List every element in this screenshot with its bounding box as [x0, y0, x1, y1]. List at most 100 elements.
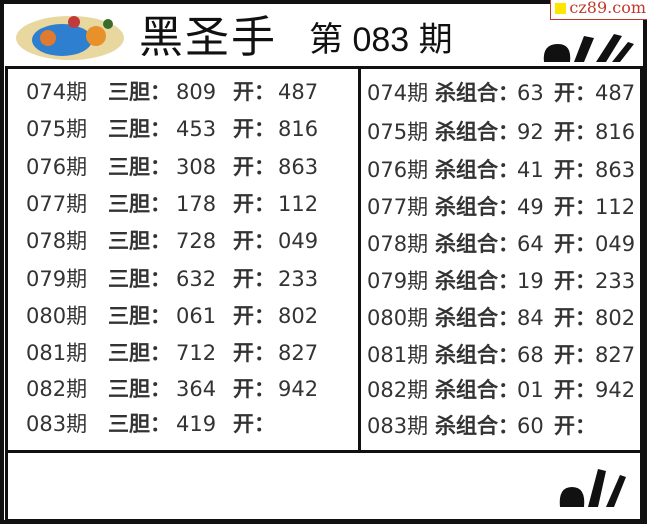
open-value: 487	[278, 80, 319, 104]
open-label: 开：	[233, 155, 275, 179]
pick-label: 杀组合：	[435, 158, 519, 182]
pick-label: 三胆：	[108, 80, 171, 104]
san-dan-panel: 074期 三胆： 809 开： 487 075期 三胆： 453 开： 816 076期 三胆： 308…	[5, 66, 361, 453]
open-value: 802	[595, 306, 636, 330]
pick-label: 杀组合：	[435, 343, 519, 367]
pick-value: 63	[517, 81, 544, 105]
pick-value: 49	[517, 195, 544, 219]
footer-box	[5, 450, 643, 522]
pick-label: 杀组合：	[435, 414, 519, 438]
open-label: 开：	[554, 378, 596, 402]
open-label: 开：	[233, 267, 275, 291]
open-label: 开：	[233, 304, 275, 328]
pick-value: 19	[517, 269, 544, 293]
pick-label: 杀组合：	[435, 378, 519, 402]
issue-number: 第 083 期	[309, 21, 453, 59]
open-value: 816	[278, 117, 319, 141]
pick-value: 809	[176, 80, 217, 104]
page-title: 黑圣手	[139, 12, 277, 63]
open-label: 开：	[233, 229, 275, 253]
period-label: 081期	[26, 341, 88, 365]
sha-zuhe-panel: 074期 杀组合： 63 开： 487 075期 杀组合： 92 开： 816 076期 杀组合： 41…	[358, 66, 643, 453]
pick-value: 84	[517, 306, 544, 330]
period-label: 078期	[26, 229, 88, 253]
pick-value: 632	[176, 267, 217, 291]
period-label: 074期	[367, 81, 429, 105]
open-label: 开：	[554, 195, 596, 219]
period-label: 075期	[367, 120, 429, 144]
open-label: 开：	[554, 306, 596, 330]
ok-hand-icon	[543, 34, 634, 62]
pick-value: 92	[517, 120, 544, 144]
period-label: 081期	[367, 343, 429, 367]
pick-label: 三胆：	[108, 229, 171, 253]
header: 黑圣手 第 083 期	[4, 4, 643, 66]
pick-value: 728	[176, 229, 217, 253]
period-label: 077期	[26, 192, 88, 216]
open-value: 049	[595, 232, 636, 256]
period-label: 082期	[367, 378, 429, 402]
period-label: 079期	[26, 267, 88, 291]
open-value: 233	[595, 269, 636, 293]
period-label: 075期	[26, 117, 88, 141]
pick-value: 41	[517, 158, 544, 182]
open-value: 112	[278, 192, 319, 216]
open-value: 942	[595, 378, 636, 402]
pick-value: 712	[176, 341, 217, 365]
open-value: 487	[595, 81, 636, 105]
pick-label: 三胆：	[108, 304, 171, 328]
open-label: 开：	[554, 232, 596, 256]
mascot-logo	[16, 16, 124, 60]
open-label: 开：	[233, 117, 275, 141]
pick-value: 419	[176, 412, 217, 436]
open-label: 开：	[554, 158, 596, 182]
pick-label: 杀组合：	[435, 195, 519, 219]
open-value: 863	[278, 155, 319, 179]
open-label: 开：	[554, 120, 596, 144]
pick-label: 三胆：	[108, 192, 171, 216]
pick-value: 453	[176, 117, 217, 141]
period-label: 080期	[367, 306, 429, 330]
open-label: 开：	[233, 80, 275, 104]
period-label: 082期	[26, 377, 88, 401]
pick-label: 三胆：	[108, 412, 171, 436]
open-value: 827	[595, 343, 636, 367]
pick-value: 308	[176, 155, 217, 179]
pick-label: 三胆：	[108, 341, 171, 365]
open-value: 827	[278, 341, 319, 365]
pick-label: 三胆：	[108, 155, 171, 179]
open-value: 049	[278, 229, 319, 253]
open-value: 816	[595, 120, 636, 144]
open-value: 112	[595, 195, 636, 219]
open-label: 开：	[233, 192, 275, 216]
ok-hand-icon	[559, 469, 626, 507]
open-label: 开：	[233, 412, 275, 436]
period-label: 077期	[367, 195, 429, 219]
period-label: 078期	[367, 232, 429, 256]
open-value: 863	[595, 158, 636, 182]
open-label: 开：	[233, 377, 275, 401]
pick-label: 三胆：	[108, 267, 171, 291]
period-label: 076期	[367, 158, 429, 182]
pick-label: 三胆：	[108, 377, 171, 401]
yellow-square-icon	[555, 2, 567, 14]
pick-label: 杀组合：	[435, 306, 519, 330]
open-value: 802	[278, 304, 319, 328]
pick-value: 64	[517, 232, 544, 256]
pick-label: 三胆：	[108, 117, 171, 141]
pick-label: 杀组合：	[435, 269, 519, 293]
period-label: 080期	[26, 304, 88, 328]
period-label: 079期	[367, 269, 429, 293]
open-value: 233	[278, 267, 319, 291]
pick-value: 061	[176, 304, 217, 328]
pick-label: 杀组合：	[435, 232, 519, 256]
pick-value: 60	[517, 414, 544, 438]
period-label: 083期	[367, 414, 429, 438]
pick-label: 杀组合：	[435, 120, 519, 144]
open-label: 开：	[554, 269, 596, 293]
open-label: 开：	[554, 343, 596, 367]
open-label: 开：	[554, 414, 596, 438]
open-value: 942	[278, 377, 319, 401]
watermark-text: cz89.com	[569, 0, 646, 17]
